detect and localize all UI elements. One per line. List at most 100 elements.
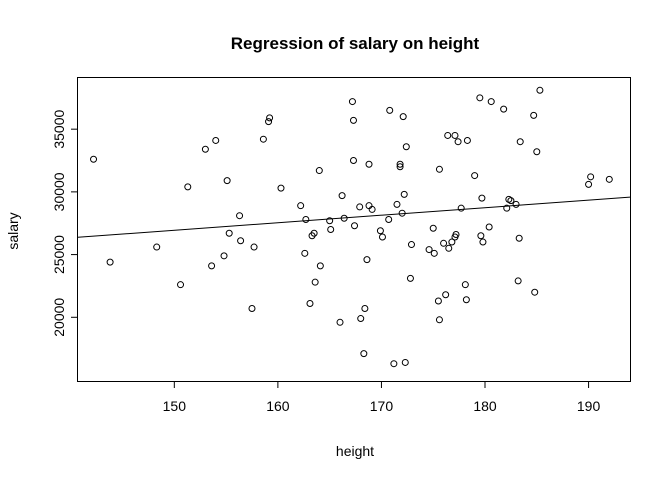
data-point (451, 131, 459, 139)
plot-area (77, 86, 631, 368)
data-point (396, 163, 404, 171)
data-point (461, 281, 469, 289)
chart-title: Regression of salary on height (231, 34, 480, 53)
data-point (349, 157, 357, 165)
data-point (310, 229, 318, 237)
data-point (106, 258, 114, 266)
data-point (400, 190, 408, 198)
data-point (336, 318, 344, 326)
data-point (393, 200, 401, 208)
data-point (220, 252, 228, 260)
plot-frame (77, 77, 631, 382)
data-point (444, 131, 452, 139)
data-point (500, 105, 508, 113)
data-point (531, 288, 539, 296)
data-point (530, 111, 538, 119)
data-point (360, 350, 368, 358)
data-point (457, 204, 465, 212)
data-point (430, 249, 438, 257)
data-point (351, 222, 359, 230)
data-point (477, 232, 485, 240)
data-point (533, 148, 541, 156)
data-point (259, 135, 267, 143)
data-point (485, 223, 493, 231)
y-axis: 20000 25000 30000 35000 (51, 109, 78, 337)
data-point (448, 238, 456, 246)
data-point (208, 262, 216, 270)
data-point (357, 315, 365, 323)
data-point (248, 305, 256, 313)
data-point (348, 98, 356, 106)
y-axis-label: salary (5, 212, 21, 249)
y-tick-label: 30000 (51, 172, 67, 211)
data-point (440, 239, 448, 247)
x-axis-label: height (336, 443, 374, 459)
data-point (302, 215, 310, 223)
data-point (435, 316, 443, 324)
data-point (297, 202, 305, 210)
data-point (445, 244, 453, 252)
data-point (605, 175, 613, 183)
data-point (399, 113, 407, 121)
data-point (435, 165, 443, 173)
data-point (236, 212, 244, 220)
data-point (223, 177, 231, 185)
data-point (512, 200, 520, 208)
x-tick-label: 160 (266, 398, 290, 414)
data-point (265, 118, 273, 126)
data-point (585, 180, 593, 188)
x-axis: 150 160 170 180 190 (163, 381, 601, 414)
data-point (390, 360, 398, 368)
data-point (361, 305, 369, 313)
data-point (365, 160, 373, 168)
data-point (327, 226, 335, 233)
data-point (442, 291, 450, 299)
data-point (401, 358, 409, 366)
data-point (536, 86, 544, 94)
data-point (306, 299, 314, 307)
data-point (356, 203, 364, 211)
data-point (349, 116, 357, 124)
data-point (340, 214, 348, 222)
data-point (434, 297, 442, 305)
data-point (338, 192, 346, 200)
y-tick-label: 25000 (51, 235, 67, 274)
data-point (376, 227, 384, 235)
data-point (266, 114, 274, 122)
data-point (177, 281, 185, 289)
data-point (201, 145, 209, 153)
data-point (454, 138, 462, 146)
x-tick-label: 190 (577, 398, 601, 414)
x-tick-label: 150 (163, 398, 187, 414)
data-point (429, 224, 437, 232)
data-point (184, 183, 192, 191)
x-tick-label: 180 (473, 398, 497, 414)
data-point (396, 160, 404, 168)
data-point (237, 237, 245, 245)
data-point (385, 215, 393, 223)
y-tick-label: 35000 (51, 109, 67, 148)
data-point (478, 194, 486, 202)
data-point (515, 234, 523, 242)
data-point (479, 238, 487, 246)
y-tick-label: 20000 (51, 298, 67, 337)
data-point (402, 143, 410, 151)
data-point (316, 262, 324, 270)
data-point (326, 217, 334, 225)
data-point (90, 155, 98, 163)
data-point (514, 277, 522, 285)
data-point (311, 278, 319, 286)
data-point (507, 197, 515, 205)
data-point (587, 173, 595, 181)
data-point (301, 249, 309, 257)
x-tick-label: 170 (370, 398, 394, 414)
data-point (425, 246, 433, 254)
data-point (398, 209, 406, 217)
data-point (462, 296, 470, 304)
data-point (452, 231, 460, 239)
data-point (503, 204, 511, 212)
data-point (378, 233, 386, 241)
data-point (365, 202, 373, 210)
